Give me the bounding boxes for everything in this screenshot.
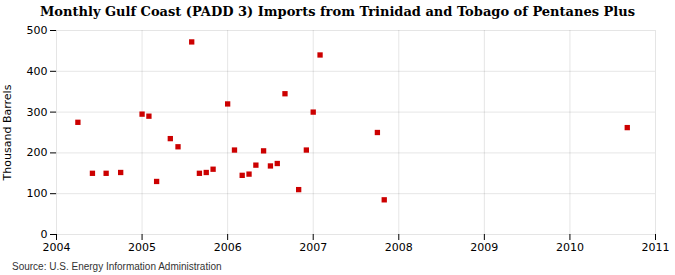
svg-text:2008: 2008: [385, 241, 413, 254]
svg-text:2006: 2006: [214, 241, 242, 254]
svg-text:2005: 2005: [128, 241, 156, 254]
svg-text:100: 100: [27, 187, 48, 200]
svg-text:2004: 2004: [43, 241, 71, 254]
html-text:Monthly Gulf Coast (PADD 3) Im: Monthly Gulf Coast (PADD 3) Imports from…: [40, 4, 635, 19]
html-text:Source: U.S. Energy Informatio: Source: U.S. Energy Information Administ…: [12, 261, 222, 272]
svg-text:2011: 2011: [642, 241, 670, 254]
svg-text:0: 0: [41, 228, 48, 241]
svg-text:500: 500: [27, 24, 48, 37]
svg-text:300: 300: [27, 106, 48, 119]
svg-text:2010: 2010: [556, 241, 584, 254]
svg-text:Thousand Barrels: Thousand Barrels: [1, 84, 14, 181]
svg-text:400: 400: [27, 65, 48, 78]
svg-text:200: 200: [27, 146, 48, 159]
svg-text:2007: 2007: [299, 241, 327, 254]
svg-text:2009: 2009: [470, 241, 498, 254]
